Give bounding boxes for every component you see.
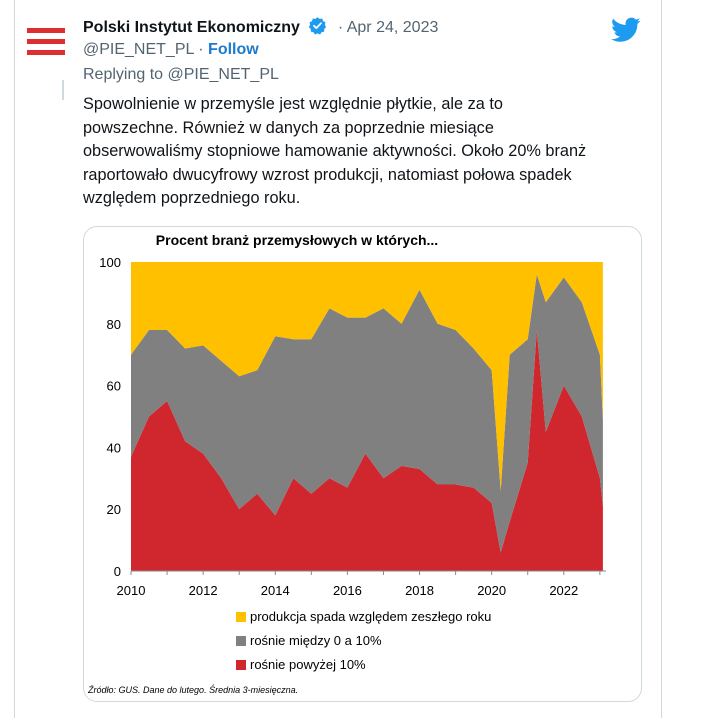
legend-label: rośnie powyżej 10% bbox=[250, 657, 366, 672]
author-name[interactable]: Polski Instytut Ekonomiczny bbox=[83, 19, 300, 36]
y-tick-label: 100 bbox=[99, 255, 121, 270]
follow-button[interactable]: Follow bbox=[208, 41, 259, 58]
tweet-card bbox=[14, 0, 662, 718]
area-produkcja-spada bbox=[131, 262, 603, 491]
legend-swatch bbox=[236, 636, 246, 646]
x-tick-label: 2014 bbox=[261, 583, 290, 598]
x-tick-label: 2020 bbox=[477, 583, 506, 598]
x-tick-label: 2022 bbox=[549, 583, 578, 598]
y-tick-label: 0 bbox=[114, 564, 121, 579]
chart-title: Procent branż przemysłowych w których... bbox=[156, 232, 438, 248]
x-tick-label: 2010 bbox=[117, 583, 146, 598]
verified-icon bbox=[308, 16, 327, 40]
replying-to: Replying to @PIE_NET_PL bbox=[83, 66, 279, 84]
tweet-text-line: względem poprzedniego roku. bbox=[83, 189, 301, 207]
legend-label: rośnie między 0 a 10% bbox=[250, 633, 382, 648]
x-tick-label: 2018 bbox=[405, 583, 434, 598]
tweet-text-line: powszechne. Również w danych za poprzedn… bbox=[83, 118, 494, 137]
y-tick-label: 20 bbox=[107, 502, 121, 517]
replying-prefix: Replying to bbox=[83, 66, 164, 83]
tweet-date[interactable]: Apr 24, 2023 bbox=[346, 19, 439, 36]
separator: · bbox=[198, 41, 204, 58]
legend-swatch bbox=[236, 612, 246, 622]
y-tick-label: 80 bbox=[107, 317, 121, 332]
tweet-text-line: raportowało dwucyfrowy wzrost produkcji,… bbox=[83, 165, 572, 184]
chart-source-note: Źródło: GUS. Dane do lutego. Średnia 3-m… bbox=[87, 684, 298, 695]
area-rosnie-powyzej-10 bbox=[131, 330, 603, 571]
logo-icon[interactable] bbox=[27, 24, 69, 66]
tweet-text-line: Spowolnienie w przemyśle jest względnie … bbox=[83, 95, 503, 113]
legend-label: produkcja spada względem zeszłego roku bbox=[250, 609, 491, 624]
author-row: Polski Instytut Ekonomiczny · Apr 24, 20… bbox=[83, 16, 438, 40]
thread-line bbox=[62, 80, 64, 100]
separator: · bbox=[337, 19, 344, 36]
y-tick-label: 60 bbox=[107, 379, 121, 394]
tweet-image[interactable]: Procent branż przemysłowych w których...… bbox=[83, 226, 642, 702]
author-handle[interactable]: @PIE_NET_PL bbox=[83, 41, 194, 58]
handle-row: @PIE_NET_PL · Follow bbox=[83, 41, 259, 59]
replying-mention[interactable]: @PIE_NET_PL bbox=[167, 66, 279, 83]
area-rosnie-0-10 bbox=[131, 274, 603, 553]
legend-swatch bbox=[236, 660, 246, 670]
stacked-area-chart: Procent branż przemysłowych w których...… bbox=[87, 232, 606, 695]
x-tick-label: 2012 bbox=[189, 583, 218, 598]
x-tick-label: 2016 bbox=[333, 583, 362, 598]
y-tick-label: 40 bbox=[107, 440, 121, 455]
twitter-bird-icon[interactable] bbox=[611, 17, 641, 48]
tweet-text: Spowolnienie w przemyśle jest względnie … bbox=[83, 93, 643, 211]
tweet-text-line: obserwowaliśmy stopniowe hamowanie aktyw… bbox=[83, 142, 587, 160]
